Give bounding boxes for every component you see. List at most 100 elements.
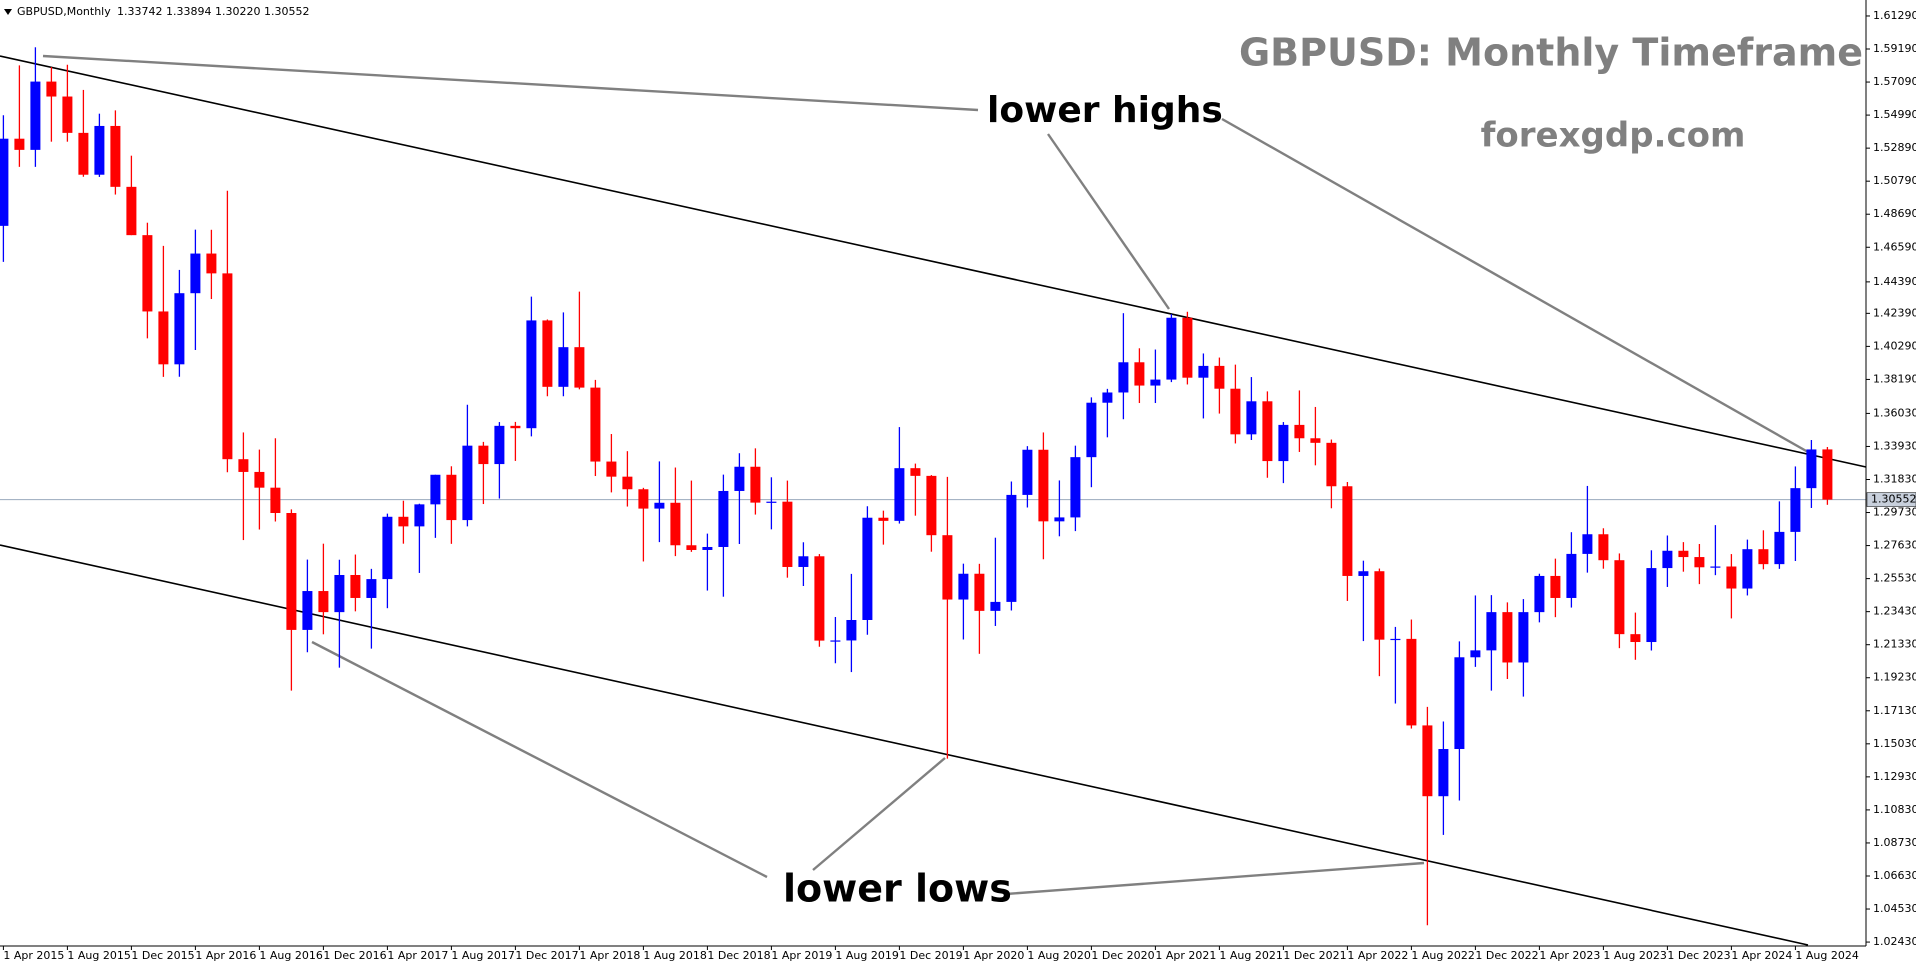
chart-title: GBPUSD: Monthly Timeframe	[1239, 31, 1863, 75]
candle-body	[1662, 550, 1673, 569]
candle-body	[1822, 449, 1833, 500]
x-tick-label: 1 Aug 2019	[835, 949, 898, 962]
x-tick-label: 1 Apr 2016	[195, 949, 256, 962]
candle-body	[62, 96, 73, 133]
x-tick-label: 1 Dec 2023	[1667, 949, 1730, 962]
candle-body	[1470, 650, 1481, 658]
candle-body	[46, 81, 57, 97]
y-tick-label: 1.04530	[1873, 902, 1916, 915]
candle-body	[190, 253, 201, 294]
y-tick-label: 1.46590	[1873, 240, 1916, 253]
candle-body	[1070, 457, 1081, 518]
y-tick-label: 1.36030	[1873, 406, 1916, 419]
candle-body	[110, 125, 121, 187]
candle-body	[782, 501, 793, 567]
candle-body	[334, 574, 345, 613]
candle-body	[734, 466, 745, 491]
x-tick-label: 1 Apr 2021	[1155, 949, 1216, 962]
y-tick-label: 1.54990	[1873, 108, 1916, 121]
candle-body	[638, 489, 649, 509]
lower-trend-line	[0, 544, 1809, 946]
y-tick-label: 1.23430	[1873, 605, 1916, 618]
candle-body	[126, 186, 137, 236]
candle-body	[14, 138, 25, 150]
candle-body	[1534, 575, 1545, 613]
x-tick-label: 1 Aug 2020	[1027, 949, 1090, 962]
candle-body	[462, 445, 473, 521]
candle-body	[1086, 402, 1097, 458]
candle-body	[1582, 534, 1593, 554]
y-tick-label: 1.59190	[1873, 42, 1916, 55]
x-tick-label: 1 Dec 2022	[1475, 949, 1538, 962]
annotation: lower highs	[987, 90, 1223, 131]
annotation: lower lows	[783, 867, 1012, 911]
header-icon	[4, 9, 12, 15]
candle-body	[318, 591, 329, 613]
candle-body	[1134, 362, 1145, 386]
x-tick-label: 1 Aug 2017	[451, 949, 514, 962]
candle-body	[94, 125, 105, 175]
y-tick-label: 1.15030	[1873, 737, 1916, 750]
candle-body	[1310, 438, 1321, 443]
candle-body	[78, 132, 89, 175]
candle-body	[862, 517, 873, 620]
candle-body	[1326, 442, 1337, 487]
y-tick-label: 1.21330	[1873, 638, 1916, 651]
candle-body	[1150, 379, 1161, 386]
candle-body	[1438, 749, 1449, 797]
y-tick-label: 1.06630	[1873, 869, 1916, 882]
candle-body	[1774, 531, 1785, 565]
candle-body	[990, 601, 1001, 611]
last-price-label: 1.30552	[1871, 493, 1916, 506]
x-tick-label: 1 Aug 2015	[67, 949, 130, 962]
candle-body	[1102, 392, 1113, 403]
x-tick-label: 1 Apr 2024	[1731, 949, 1792, 962]
candle-body	[1406, 638, 1417, 726]
candle-body	[1230, 388, 1241, 435]
candle-body	[958, 573, 969, 600]
candle-body	[1694, 557, 1705, 568]
y-tick-label: 1.48690	[1873, 207, 1916, 220]
candle-body	[222, 273, 233, 460]
candles	[0, 47, 1833, 926]
candle-body	[494, 425, 505, 465]
candle-body	[1358, 571, 1369, 576]
x-tick-label: 1 Dec 2021	[1283, 949, 1346, 962]
symbol-label: GBPUSD,Monthly	[17, 5, 111, 18]
x-tick-label: 1 Aug 2024	[1795, 949, 1858, 962]
y-tick-label: 1.08730	[1873, 836, 1916, 849]
y-tick-label: 1.12930	[1873, 770, 1916, 783]
x-tick-label: 1 Apr 2015	[3, 949, 64, 962]
y-tick-label: 1.19230	[1873, 671, 1916, 684]
candle-body	[142, 235, 153, 312]
candle-body	[430, 474, 441, 505]
candle-body	[814, 556, 825, 641]
candle-body	[286, 513, 297, 630]
candle-body	[622, 476, 633, 490]
x-tick-label: 1 Apr 2022	[1347, 949, 1408, 962]
candle-body	[206, 253, 217, 274]
candle-body	[1758, 549, 1769, 565]
candle-body	[894, 468, 905, 521]
y-tick-label: 1.31830	[1873, 472, 1916, 485]
candle-body	[1182, 317, 1193, 378]
y-tick-label: 1.40290	[1873, 339, 1916, 352]
candle-body	[1678, 550, 1689, 558]
candle-body	[238, 459, 249, 472]
candle-body	[382, 516, 393, 580]
candle-body	[270, 487, 281, 514]
candle-body	[526, 320, 537, 429]
x-tick-label: 1 Dec 2017	[515, 949, 578, 962]
candle-body	[350, 574, 361, 598]
x-tick-label: 1 Dec 2019	[899, 949, 962, 962]
candle-body	[686, 545, 697, 550]
candle-body	[1166, 317, 1177, 380]
quote-label: 1.33742 1.33894 1.30220 1.30552	[117, 5, 309, 18]
y-tick-label: 1.42390	[1873, 306, 1916, 319]
x-tick-label: 1 Aug 2023	[1603, 949, 1666, 962]
upper-trend-line	[0, 55, 1867, 468]
last-price-box	[1866, 492, 1916, 507]
candle-body	[174, 293, 185, 365]
pointer-line	[812, 757, 946, 871]
